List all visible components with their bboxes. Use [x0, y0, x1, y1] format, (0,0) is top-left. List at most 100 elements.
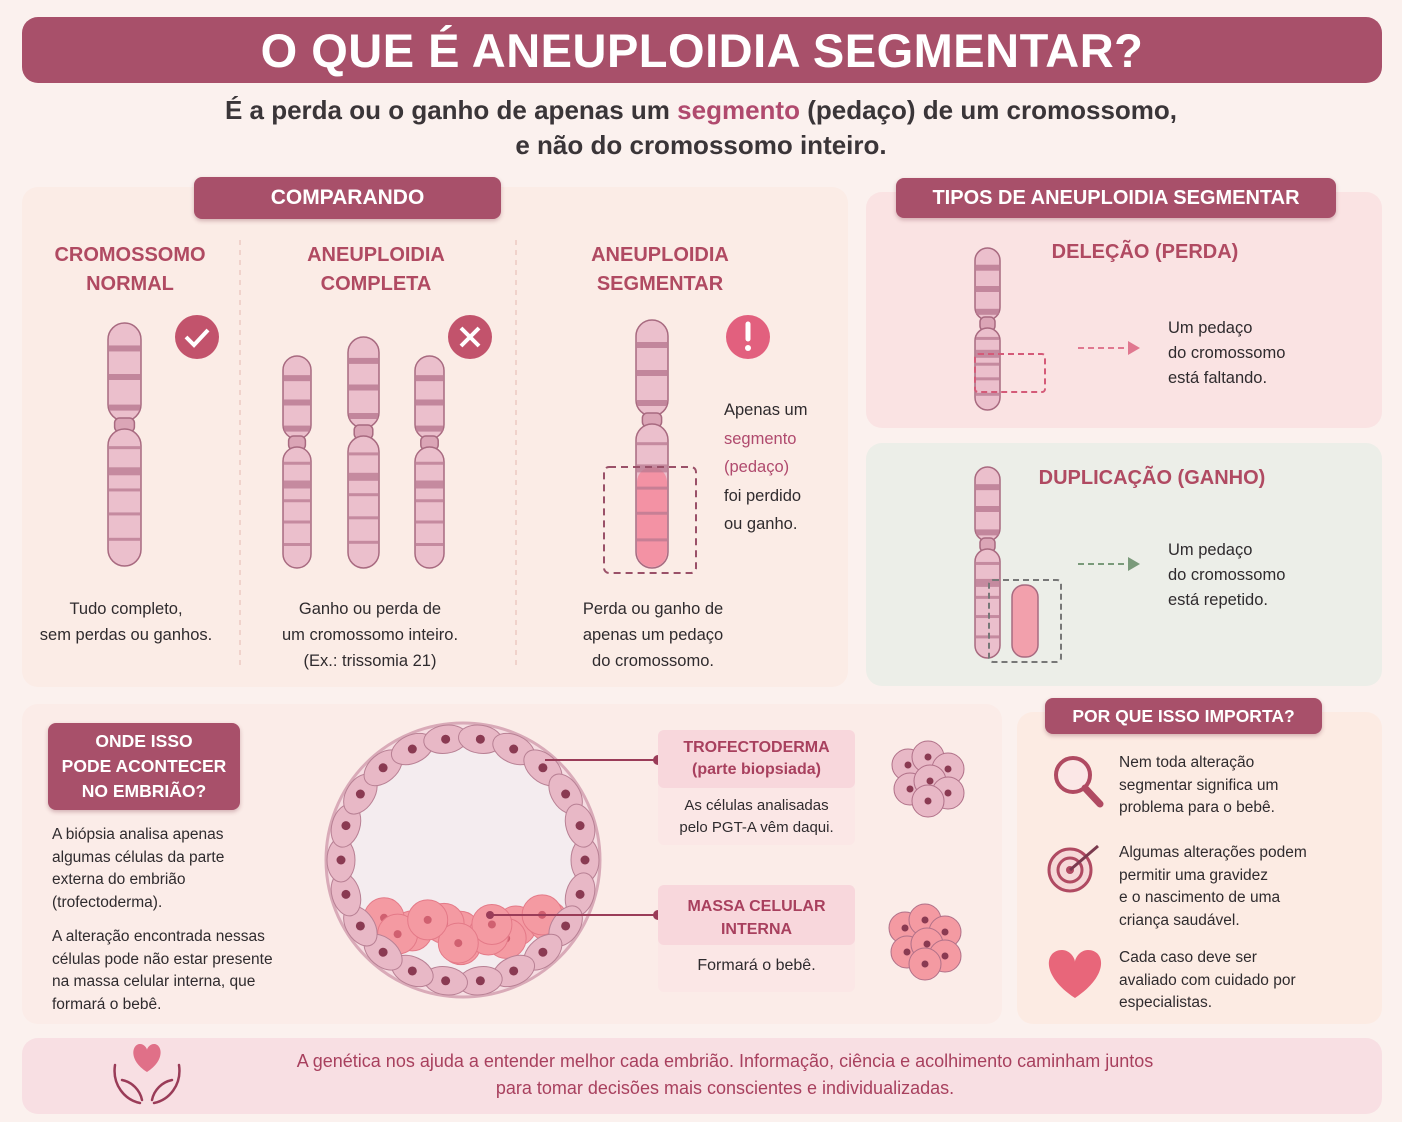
band — [416, 399, 443, 406]
importance-text: Algumas alterações podem permitir uma gra… — [1119, 842, 1307, 932]
band — [349, 413, 378, 419]
text-line: ANEUPLOIDIA — [307, 244, 445, 266]
arrow-head — [1128, 557, 1140, 571]
text-line: avaliado com cuidado por — [1119, 971, 1296, 989]
nucleus — [903, 948, 911, 956]
chromosome-arm — [974, 327, 1001, 411]
section-tab: ONDE ISSO PODE ACONTECER NO EMBRIÃO? — [48, 723, 240, 810]
band — [976, 506, 999, 512]
band — [349, 472, 378, 481]
nucleus — [454, 939, 463, 948]
nucleus — [575, 821, 585, 831]
band — [637, 370, 667, 376]
arrow-head — [1128, 341, 1140, 355]
title-bar — [22, 17, 1382, 83]
text-line: SEGMENTAR — [596, 273, 724, 295]
subtitle: É a perda ou o ganho de apenas um segmen… — [0, 93, 1402, 163]
band — [416, 499, 443, 503]
label-header — [658, 885, 855, 945]
embryo-paragraph: A alteração encontrada nessas células pod… — [52, 926, 273, 1016]
text-line: especialistas. — [1119, 994, 1213, 1011]
nucleus — [378, 947, 388, 957]
text-line: Cada caso deve ser — [1119, 949, 1257, 966]
nucleus — [407, 966, 417, 976]
band — [416, 480, 443, 489]
band — [976, 635, 999, 639]
text-line: Um pedaço — [1168, 319, 1253, 337]
band — [109, 374, 140, 380]
text-line: foi perdido — [724, 486, 802, 505]
connector-dot — [486, 911, 494, 919]
text-line: problema para o bebê. — [1119, 799, 1275, 816]
nucleus — [941, 952, 949, 960]
text-line: INTERNA — [720, 921, 793, 938]
embryo-paragraph: A biópsia analisa apenas algumas células … — [52, 824, 224, 914]
type-text: Um pedaço do cromossomo está repetido. — [1168, 538, 1285, 613]
band — [976, 264, 999, 271]
text-line: Um pedaço — [1168, 541, 1253, 559]
footer-text: A genética nos ajuda a entender melhor c… — [200, 1048, 1250, 1102]
column-caption: Perda ou ganho de apenas um pedaço do crom… — [540, 596, 766, 674]
band — [416, 375, 443, 382]
text-line: do cromossomo. — [592, 652, 714, 670]
nucleus — [944, 789, 952, 797]
nucleus — [423, 915, 432, 924]
check-icon — [175, 315, 219, 359]
band — [284, 499, 310, 503]
label-header — [658, 730, 855, 788]
nucleus — [509, 966, 519, 976]
band — [349, 493, 378, 497]
subtitle-text: (pedaço) de um cromossomo, — [799, 95, 1178, 125]
band — [349, 357, 378, 364]
band — [976, 484, 999, 491]
band — [284, 543, 310, 546]
check-mark — [184, 328, 210, 348]
text-line: ANEUPLOIDIA — [591, 244, 729, 266]
band — [976, 336, 999, 340]
text-line: Formará o bebê. — [697, 957, 816, 974]
nucleus — [575, 889, 585, 899]
band — [976, 377, 999, 381]
text-line: Perda ou ganho de — [582, 600, 724, 618]
column-caption: Ganho ou perda de um cromossomo inteiro. (… — [246, 596, 494, 674]
text-line: As células analisadas — [684, 797, 829, 814]
importance-text: Cada caso deve ser avaliado com cuidado p… — [1119, 947, 1296, 1015]
nucleus — [341, 889, 351, 899]
text-line: algumas células da parte — [52, 848, 225, 866]
text-line: TROFECTODERMA — [683, 739, 830, 756]
label-text: As células analisadas pelo PGT-A vêm daqu… — [658, 795, 855, 839]
target-arrow — [1069, 844, 1099, 872]
text-line: criança saudável. — [1119, 911, 1240, 929]
importance-text: Nem toda alteração segmentar significa um… — [1119, 752, 1278, 820]
text-line: formará o bebê. — [52, 995, 162, 1013]
text-line: do cromossomo — [1168, 566, 1286, 584]
text-line: A alteração encontrada nessas — [52, 928, 265, 945]
nucleus — [509, 744, 519, 754]
chromosomes — [107, 247, 1039, 659]
text-line: (parte biopsiada) — [692, 761, 821, 778]
nucleus — [941, 928, 949, 936]
text-line: MASSA CELULAR — [687, 898, 826, 915]
chromosome-arm — [974, 548, 1001, 659]
nucleus — [475, 976, 485, 986]
text-line: pelo PGT-A vêm daqui. — [679, 819, 834, 836]
band — [284, 461, 310, 465]
segment-outline — [603, 466, 697, 574]
band — [637, 538, 667, 542]
text-line: Apenas um — [724, 401, 808, 419]
band — [976, 529, 999, 536]
cross-mark — [459, 326, 481, 348]
nucleus — [441, 976, 451, 986]
column-caption: Tudo completo, sem perdas ou ganhos. — [20, 596, 232, 648]
band — [976, 286, 999, 292]
chromosome-arm — [414, 446, 445, 569]
nucleus — [538, 947, 548, 957]
text-line: (trofectoderma). — [52, 893, 163, 911]
nucleus — [561, 921, 571, 931]
band — [109, 404, 140, 411]
text-line: segmento — [724, 429, 797, 448]
nucleus — [926, 777, 934, 785]
nucleus — [580, 855, 590, 865]
deletion-outline — [974, 353, 1046, 393]
